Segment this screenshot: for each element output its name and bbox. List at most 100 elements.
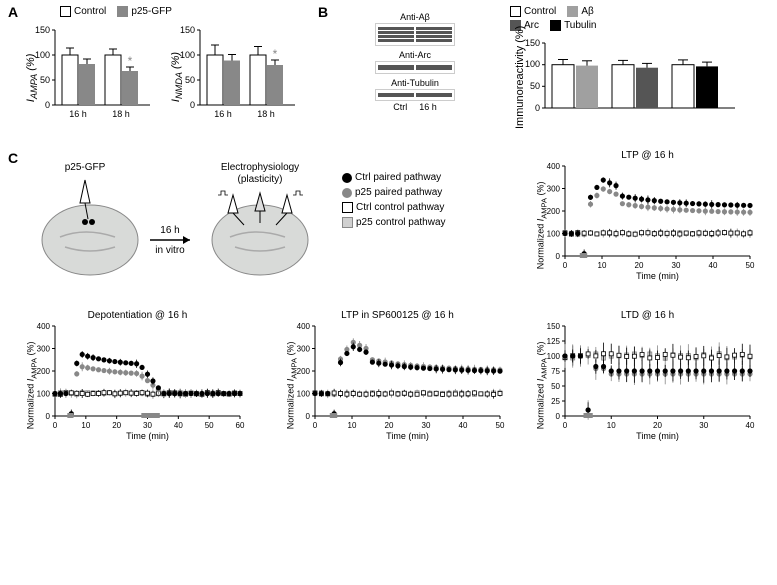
svg-text:300: 300 — [547, 185, 561, 194]
panel-c-legend: Ctrl paired pathway p25 paired pathway C… — [342, 172, 502, 228]
svg-text:16 h: 16 h — [214, 109, 232, 119]
svg-text:(plasticity): (plasticity) — [237, 174, 282, 185]
svg-text:400: 400 — [297, 322, 311, 331]
gel-col-16h: 16 h — [419, 102, 437, 112]
svg-text:18 h: 18 h — [112, 109, 130, 119]
svg-text:100: 100 — [37, 390, 51, 399]
ylabel-inmda: INMDA (%) — [170, 42, 184, 102]
svg-text:Time (min): Time (min) — [386, 431, 429, 441]
svg-text:0: 0 — [556, 412, 561, 421]
svg-text:50: 50 — [40, 75, 50, 85]
svg-text:0: 0 — [306, 412, 311, 421]
legend-b-arc: Arc — [524, 20, 539, 31]
svg-text:50: 50 — [530, 81, 540, 91]
bar-chart-iampa: 0 50 100 150 * 16 h 18 h — [30, 25, 160, 125]
svg-text:300: 300 — [37, 345, 51, 354]
svg-text:100: 100 — [525, 59, 540, 69]
svg-text:Time (min): Time (min) — [636, 431, 679, 441]
svg-text:200: 200 — [37, 367, 51, 376]
svg-text:40: 40 — [746, 421, 755, 430]
svg-text:0: 0 — [563, 261, 568, 270]
gel-label-arc: Anti-Arc — [340, 50, 490, 60]
svg-text:30: 30 — [699, 421, 708, 430]
svg-text:100: 100 — [297, 390, 311, 399]
ylabel-iampa: IAMPA (%) — [25, 42, 39, 102]
svg-text:40: 40 — [174, 421, 183, 430]
chart-ltp16: LTP @ 16 h 010020030040001020304050Time … — [530, 150, 765, 295]
legend-b-abeta: Aβ — [581, 6, 593, 17]
svg-text:0: 0 — [556, 252, 561, 261]
svg-text:150: 150 — [35, 25, 50, 35]
svg-text:75: 75 — [551, 367, 560, 376]
svg-text:p25-GFP: p25-GFP — [65, 162, 106, 173]
svg-text:100: 100 — [547, 230, 561, 239]
svg-text:60: 60 — [236, 421, 245, 430]
svg-text:0: 0 — [313, 421, 318, 430]
chart-depot16: Depotentiation @ 16 h 010020030040001020… — [20, 310, 255, 455]
legend-p25-control: p25 control pathway — [356, 217, 446, 228]
bar-chart-immuno: 0 50 100 150 — [520, 38, 750, 128]
chart-title-ltd16: LTD @ 16 h — [530, 310, 765, 321]
svg-text:10: 10 — [598, 261, 607, 270]
svg-text:400: 400 — [37, 322, 51, 331]
bar-chart-inmda: 0 50 100 150 * 16 h 18 h — [175, 25, 305, 125]
svg-text:50: 50 — [746, 261, 755, 270]
svg-text:25: 25 — [551, 397, 560, 406]
svg-text:50: 50 — [496, 421, 505, 430]
svg-text:10: 10 — [81, 421, 90, 430]
svg-text:400: 400 — [547, 162, 561, 171]
legend-p25-paired: p25 paired pathway — [355, 187, 442, 198]
svg-text:20: 20 — [112, 421, 121, 430]
svg-text:18 h: 18 h — [257, 109, 275, 119]
panel-c-diagram: p25-GFP 16 h in vitro Electrophysiology … — [30, 155, 340, 285]
chart-ltpsp: LTP in SP600125 @ 16 h 01002003004000102… — [280, 310, 515, 455]
legend-label-p25: p25-GFP — [131, 6, 172, 17]
svg-text:150: 150 — [525, 38, 540, 48]
panel-a-label: A — [8, 4, 18, 20]
legend-b-tubulin: Tubulin — [564, 20, 596, 31]
svg-text:125: 125 — [547, 337, 561, 346]
panel-b-legend: Control Aβ Arc Tubulin — [510, 6, 770, 34]
panel-a-legend: Control p25-GFP — [60, 6, 180, 20]
chart-title-ltp16: LTP @ 16 h — [530, 150, 765, 161]
svg-text:0: 0 — [53, 421, 58, 430]
panel-b-gels: Anti-Aβ Anti-Arc Anti-Tubulin Ctrl 16 h — [340, 12, 490, 112]
svg-text:0: 0 — [190, 100, 195, 110]
panel-b-chart: 0 50 100 150 Immunoreactivity (%) — [520, 38, 750, 128]
svg-text:40: 40 — [709, 261, 718, 270]
svg-text:50: 50 — [185, 75, 195, 85]
svg-text:0: 0 — [535, 103, 540, 113]
svg-text:Time (min): Time (min) — [126, 431, 169, 441]
svg-text:0: 0 — [45, 100, 50, 110]
svg-text:100: 100 — [547, 352, 561, 361]
legend-label-control: Control — [74, 6, 106, 17]
svg-text:150: 150 — [547, 322, 561, 331]
panel-a-chart-inmda: 0 50 100 150 * 16 h 18 h INMDA (%) — [175, 25, 305, 125]
svg-text:20: 20 — [653, 421, 662, 430]
svg-text:*: * — [128, 54, 133, 68]
legend-swatch-p25 — [117, 6, 128, 17]
legend-b-control: Control — [524, 6, 556, 17]
svg-text:200: 200 — [547, 207, 561, 216]
gel-col-ctrl: Ctrl — [393, 102, 407, 112]
chart-title-ltpsp: LTP in SP600125 @ 16 h — [280, 310, 515, 321]
svg-text:16 h: 16 h — [69, 109, 87, 119]
ylabel-immuno: Immunoreactivity (%) — [514, 29, 526, 129]
svg-text:30: 30 — [422, 421, 431, 430]
svg-text:Time (min): Time (min) — [636, 271, 679, 281]
svg-text:20: 20 — [385, 421, 394, 430]
legend-swatch-control — [60, 6, 71, 17]
chart-ltd16: LTD @ 16 h 0255075100125150010203040Time… — [530, 310, 765, 455]
gel-label-abeta: Anti-Aβ — [340, 12, 490, 22]
gel-label-tubulin: Anti-Tubulin — [340, 78, 490, 88]
svg-text:30: 30 — [672, 261, 681, 270]
svg-text:10: 10 — [348, 421, 357, 430]
svg-text:10: 10 — [607, 421, 616, 430]
svg-text:Electrophysiology: Electrophysiology — [221, 162, 299, 173]
svg-text:300: 300 — [297, 345, 311, 354]
svg-text:*: * — [273, 47, 278, 61]
svg-text:0: 0 — [563, 421, 568, 430]
chart-title-depot16: Depotentiation @ 16 h — [20, 310, 255, 321]
svg-text:40: 40 — [459, 421, 468, 430]
legend-control: Control — [60, 6, 106, 17]
